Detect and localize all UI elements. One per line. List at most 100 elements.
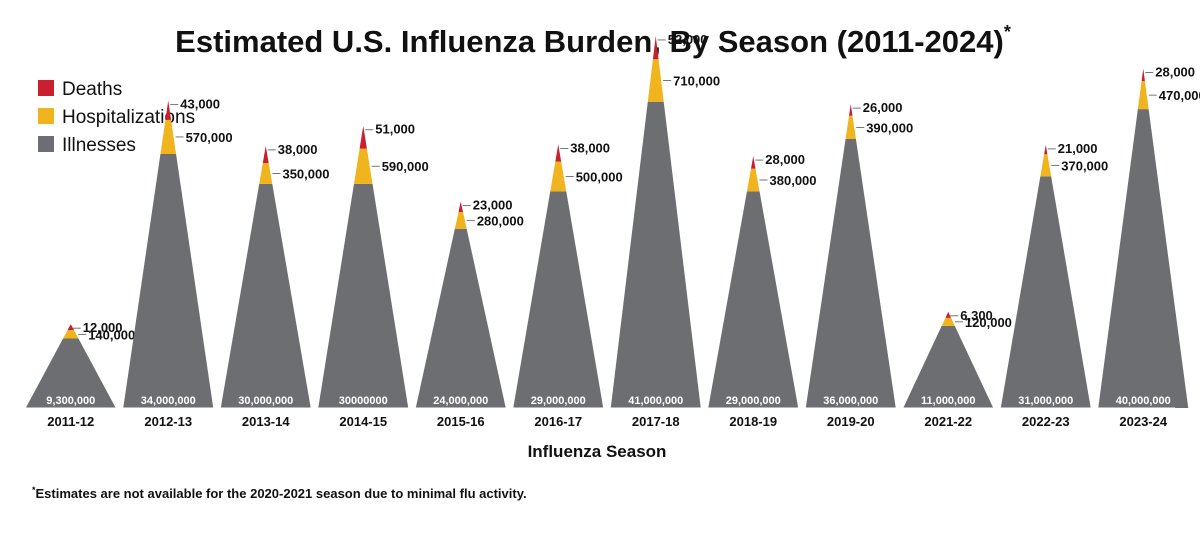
illnesses-value-label: 36,000,000 [823,395,878,407]
illnesses-segment [220,183,311,408]
legend-label-deaths: Deaths [62,79,122,100]
x-tick-label: 2019-20 [827,414,875,429]
x-tick-label: 2011-12 [47,414,94,429]
deaths-segment [751,156,756,169]
deaths-value-label: 52,000 [668,32,708,47]
hospitalizations-segment [941,317,955,326]
chart-title-asterisk: * [1004,22,1011,42]
illnesses-segment [25,338,116,408]
illnesses-segment [1000,176,1091,408]
illnesses-segment [318,183,409,408]
hospitalizations-value-label: 390,000 [866,120,913,135]
chart-title-text: Estimated U.S. Influenza Burden, By Seas… [175,24,1004,59]
x-tick-label: 2014-15 [339,414,387,429]
legend-swatch-deaths [38,80,54,96]
deaths-segment [945,311,952,318]
x-tick-label: 2015-16 [437,414,485,429]
season-peak-2022-23: 31,000,000 370,000 21,000 2022-23 [1000,141,1108,429]
hospitalizations-segment [454,211,467,229]
deaths-value-label: 43,000 [180,97,220,112]
deaths-value-label: 21,000 [1058,141,1098,156]
hospitalizations-value-label: 570,000 [186,130,233,145]
deaths-value-label: 28,000 [1155,65,1195,80]
deaths-segment [262,145,269,163]
x-tick-label: 2016-17 [534,414,582,429]
hospitalizations-segment [160,119,177,154]
hospitalizations-value-label: 280,000 [477,213,524,228]
hospitalizations-segment [63,330,79,339]
illnesses-segment [123,153,214,408]
deaths-segment [652,35,659,60]
illnesses-value-label: 9,300,000 [46,395,95,407]
deaths-value-label: 28,000 [765,152,805,167]
legend-label-illnesses: Illnesses [62,135,136,156]
footnote-asterisk: * [32,485,36,495]
x-axis-label: Influenza Season [528,442,667,461]
illnesses-value-label: 30,000,000 [238,395,293,407]
illnesses-segment [415,228,506,408]
deaths-segment [849,104,853,116]
illnesses-value-label: 40,000,000 [1116,395,1171,407]
hospitalizations-value-label: 380,000 [770,173,817,188]
deaths-segment [67,324,74,331]
x-tick-label: 2013-14 [242,414,290,429]
hospitalizations-segment [1137,81,1149,110]
illnesses-value-label: 29,000,000 [531,395,586,407]
deaths-segment [359,125,367,149]
legend: Deaths Hospitalizations Illnesses [38,79,195,156]
deaths-segment [165,100,172,120]
illnesses-segment [805,139,896,408]
illnesses-value-label: 24,000,000 [433,395,488,407]
illnesses-segment [708,191,799,408]
season-peak-2019-20: 36,000,000 390,000 26,000 2019-20 [805,100,913,429]
hospitalizations-segment [1040,154,1052,177]
illnesses-segment [903,325,994,408]
x-tick-label: 2023-24 [1119,414,1167,429]
season-peak-2013-14: 30,000,000 350,000 38,000 2013-14 [220,142,329,429]
season-peak-2016-17: 29,000,000 500,000 38,000 2016-17 [513,140,623,429]
deaths-segment [1044,144,1048,155]
illnesses-value-label: 34,000,000 [141,395,196,407]
hospitalizations-value-label: 370,000 [1061,158,1108,173]
deaths-value-label: 26,000 [863,100,903,115]
legend-swatch-illnesses [38,136,54,152]
legend-swatch-hospitalizations [38,108,54,124]
illnesses-value-label: 30000000 [339,395,388,407]
illnesses-value-label: 11,000,000 [921,395,975,407]
illnesses-segment [1098,109,1189,409]
x-tick-label: 2022-23 [1022,414,1070,429]
illnesses-segment [513,191,604,408]
chart-title: Estimated U.S. Influenza Burden, By Seas… [175,22,1011,59]
hospitalizations-value-label: 470,000 [1159,88,1200,103]
hospitalizations-value-label: 500,000 [576,169,623,184]
hospitalizations-segment [746,168,760,192]
hospitalizations-segment [353,148,373,184]
illnesses-value-label: 41,000,000 [628,395,683,407]
hospitalizations-value-label: 590,000 [382,159,429,174]
deaths-segment [1141,68,1145,82]
season-peak-2018-19: 29,000,000 380,000 28,000 2018-19 [708,152,817,429]
deaths-value-label: 51,000 [375,122,415,137]
footnote-text: Estimates are not available for the 2020… [36,486,527,501]
season-peak-2017-18: 41,000,000 710,000 52,000 2017-18 [610,32,720,429]
illnesses-segment [610,101,701,408]
hospitalizations-segment [259,162,273,184]
x-tick-label: 2018-19 [729,414,777,429]
hospitalizations-segment [647,59,664,102]
deaths-value-label: 6,300 [960,308,993,323]
x-tick-label: 2017-18 [632,414,680,429]
deaths-value-label: 23,000 [473,198,513,213]
footnote: *Estimates are not available for the 202… [32,485,527,501]
hospitalizations-value-label: 710,000 [673,73,720,88]
deaths-segment [555,144,562,162]
hospitalizations-value-label: 120,000 [965,315,1012,330]
hospitalizations-value-label: 350,000 [282,166,329,181]
illnesses-value-label: 29,000,000 [726,395,781,407]
deaths-value-label: 12,000 [83,320,123,335]
deaths-value-label: 38,000 [278,142,318,157]
deaths-value-label: 38,000 [570,140,610,155]
